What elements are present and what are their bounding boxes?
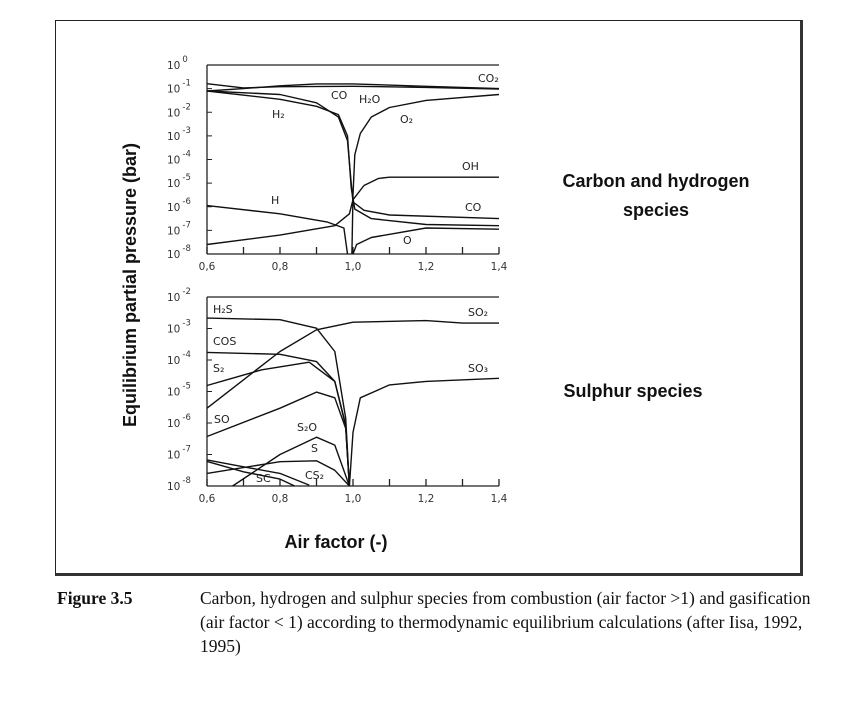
x-tick-label: 1,2 <box>418 261 435 273</box>
series-label: SC <box>256 472 271 485</box>
series-label: CO₂ <box>478 72 499 85</box>
y-tick-label: 10 -3 <box>167 319 191 336</box>
y-tick-label: 10 -5 <box>167 382 191 399</box>
y-tick-label: 10 -6 <box>167 413 191 430</box>
series-line-S₂O <box>232 436 351 487</box>
series-label: CO <box>465 201 482 214</box>
series-label: SO₂ <box>468 306 488 319</box>
series-label: S <box>311 442 318 455</box>
series-label: H <box>271 194 279 207</box>
series-line-S <box>206 460 350 487</box>
x-tick-label: 1,4 <box>491 493 508 505</box>
series-label: COS <box>213 335 236 348</box>
series-line-SO₂ <box>206 319 499 409</box>
x-axis-label: Air factor (-) <box>285 532 388 552</box>
series-line-SC <box>206 460 295 487</box>
series-label: O <box>403 234 412 247</box>
x-tick-label: 1,0 <box>345 261 362 273</box>
series-label: H₂O <box>359 93 381 106</box>
x-tick-label: 0,8 <box>272 261 289 273</box>
y-tick-label: 10 -7 <box>167 220 191 237</box>
x-tick-label: 1,0 <box>345 493 362 505</box>
x-tick-label: 1,2 <box>418 493 435 505</box>
x-tick-label: 1,4 <box>491 261 508 273</box>
series-line-SO <box>206 391 351 487</box>
series-line-OH <box>206 176 499 246</box>
y-tick-label: 10 -2 <box>167 287 191 304</box>
series-line-O <box>352 227 500 255</box>
series-label: SO₃ <box>468 362 488 375</box>
series-label: CO <box>331 89 348 102</box>
figure-caption-label: Figure 3.5 <box>57 588 133 608</box>
y-tick-label: 10 -1 <box>167 79 191 96</box>
series-line-SO₃ <box>348 377 500 487</box>
sulphur-plot: 0,6 0,8 1,0 1,2 1,4 10 -2 10 -3 10 -4 10 -5 10 -6 10 -7 1… <box>167 287 508 505</box>
figure-caption-text: Carbon, hydrogen and sulphur species fro… <box>200 588 811 656</box>
series-line-CO₂ <box>206 83 500 92</box>
series-line-O₂ <box>351 93 500 255</box>
series-line-H₂ <box>206 90 500 227</box>
series-label: SO <box>214 413 230 426</box>
series-line-H <box>206 204 349 255</box>
y-tick-label: 10 -8 <box>167 244 191 261</box>
series-label: CS₂ <box>305 469 324 482</box>
y-tick-label: 10 -8 <box>167 476 191 493</box>
series-label: S₂O <box>297 421 317 434</box>
y-tick-label: 10 -3 <box>167 126 191 143</box>
y-tick-label: 10 -2 <box>167 102 191 119</box>
x-tick-label: 0,6 <box>199 261 216 273</box>
y-tick-label: 10 -5 <box>167 173 191 190</box>
series-line-H₂O <box>206 83 500 90</box>
figure-frame <box>55 20 803 576</box>
y-axis-label: Equilibrium partial pressure (bar) <box>120 143 140 427</box>
carbon-annotation-line2: species <box>623 200 689 220</box>
series-label: H₂ <box>272 108 285 121</box>
series-line-CS₂ <box>206 459 310 486</box>
series-label: O₂ <box>400 113 413 126</box>
x-tick-label: 0,6 <box>199 493 216 505</box>
y-tick-label: 10 -7 <box>167 445 191 462</box>
series-label: OH <box>462 160 479 173</box>
sulphur-annotation: Sulphur species <box>563 381 702 401</box>
y-tick-label: 10 -4 <box>167 350 191 367</box>
x-tick-label: 0,8 <box>272 493 289 505</box>
y-tick-label: 10 -4 <box>167 150 191 167</box>
series-label: H₂S <box>213 303 233 316</box>
series-label: S₂ <box>213 362 224 375</box>
y-tick-label: 10 -6 <box>167 197 191 214</box>
y-tick-label: 10 0 <box>167 55 188 72</box>
carbon-annotation-line1: Carbon and hydrogen <box>562 171 749 191</box>
